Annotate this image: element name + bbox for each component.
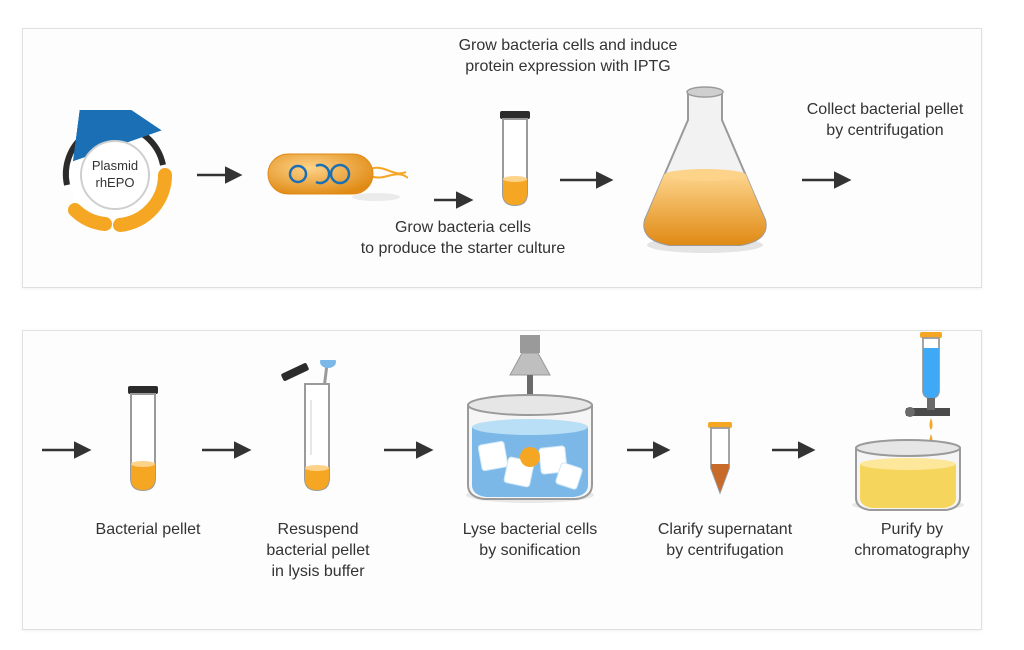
arrow-4 xyxy=(800,170,855,190)
arrow-5 xyxy=(40,440,95,460)
resuspend-text: Resuspendbacterial pelletin lysis buffer xyxy=(266,521,369,580)
microtube-icon xyxy=(700,420,740,500)
bacterium-icon xyxy=(258,132,408,212)
arrow-3 xyxy=(558,170,618,190)
collect-label: Collect bacterial pelletby centrifugatio… xyxy=(785,100,985,142)
chromatography-icon xyxy=(838,330,978,515)
flask-icon xyxy=(630,80,780,260)
plasmid-label-2: rhEPO xyxy=(95,175,134,190)
arrow-2 xyxy=(432,190,477,210)
plasmid-label: Plasmid rhEPO xyxy=(78,158,152,192)
collect-text: Collect bacterial pelletby centrifugatio… xyxy=(807,101,964,139)
pellet-tube-icon xyxy=(118,380,168,500)
starter-text: Grow bacteria cellsto produce the starte… xyxy=(361,219,566,257)
lyse-label: Lyse bacterial cellsby sonification xyxy=(450,520,610,562)
arrow-6 xyxy=(200,440,255,460)
iptg-label: Grow bacteria cells and induceprotein ex… xyxy=(438,36,698,78)
starter-label: Grow bacteria cellsto produce the starte… xyxy=(348,218,578,260)
purify-text: Purify bychromatography xyxy=(854,521,970,559)
pellet-label: Bacterial pellet xyxy=(88,520,208,541)
resuspend-label: Resuspendbacterial pelletin lysis buffer xyxy=(248,520,388,582)
resuspend-tube-icon xyxy=(275,360,355,500)
arrow-9 xyxy=(770,440,820,460)
arrow-7 xyxy=(382,440,437,460)
clarify-label: Clarify supernatantby centrifugation xyxy=(650,520,800,562)
arrow-1 xyxy=(195,165,245,185)
plasmid-label-1: Plasmid xyxy=(92,158,138,173)
arrow-8 xyxy=(625,440,675,460)
lyse-text: Lyse bacterial cellsby sonification xyxy=(463,521,598,559)
sonication-icon xyxy=(450,335,610,510)
clarify-text: Clarify supernatantby centrifugation xyxy=(658,521,792,559)
iptg-text: Grow bacteria cells and induceprotein ex… xyxy=(459,37,678,75)
pellet-text: Bacterial pellet xyxy=(96,521,201,538)
starter-tube-icon xyxy=(490,105,540,215)
purify-label: Purify bychromatography xyxy=(842,520,982,562)
